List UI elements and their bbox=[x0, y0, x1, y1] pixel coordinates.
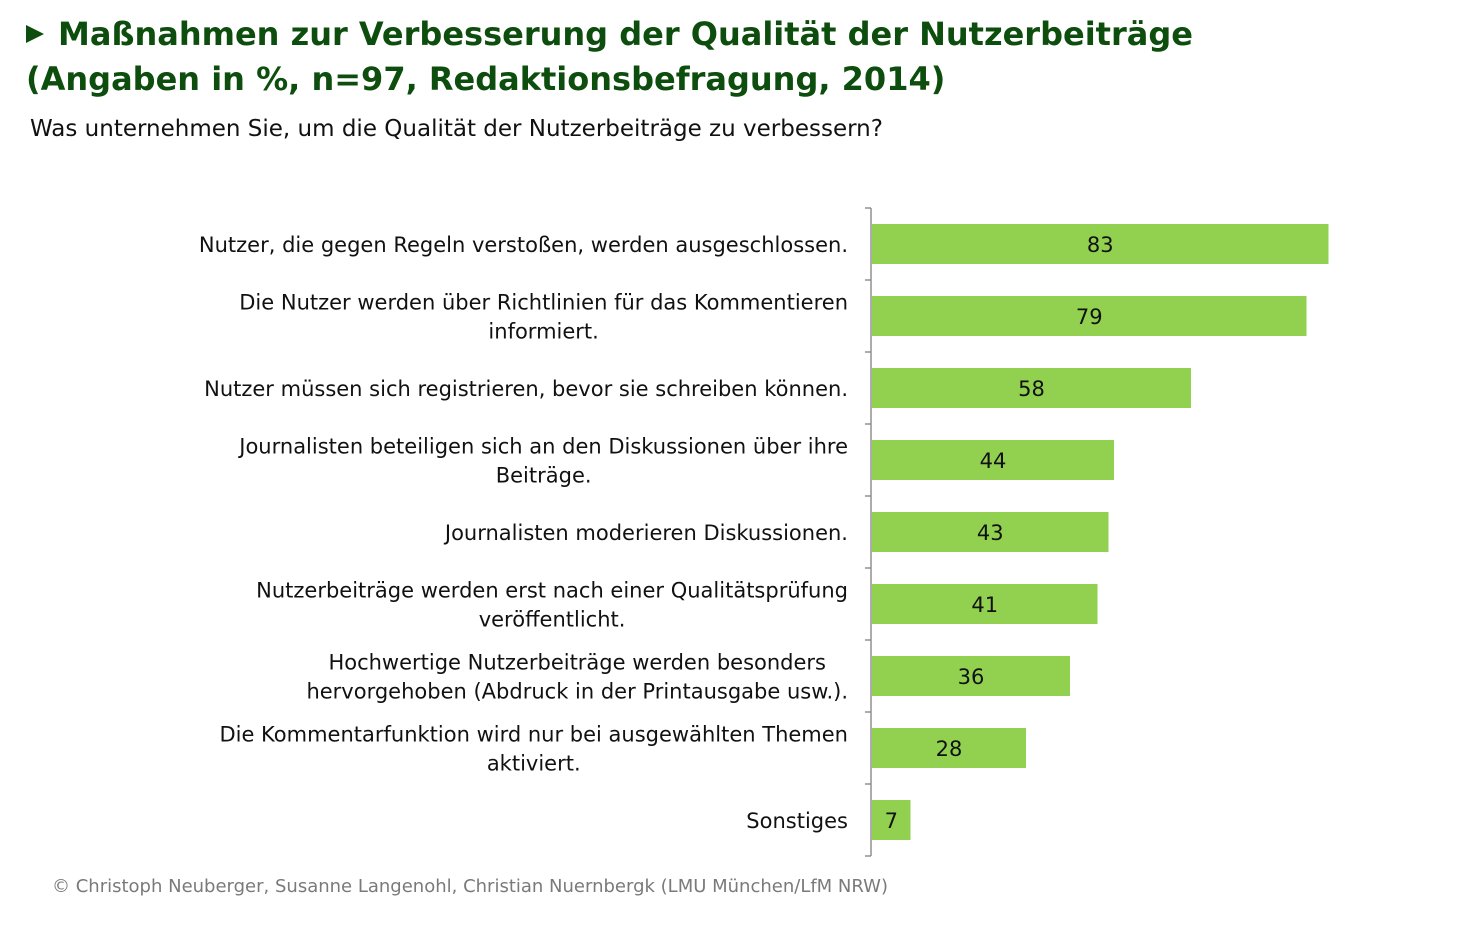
bar-value-label: 43 bbox=[977, 521, 1004, 545]
category-label-line: informiert. bbox=[488, 320, 598, 344]
category-label: Die Nutzer werden über Richtlinien für d… bbox=[239, 291, 848, 344]
copyright-footer: © Christoph Neuberger, Susanne Langenohl… bbox=[52, 876, 888, 897]
category-label: Nutzer müssen sich registrieren, bevor s… bbox=[204, 377, 848, 401]
category-label: Nutzer, die gegen Regeln verstoßen, werd… bbox=[199, 233, 848, 257]
category-label: Sonstiges bbox=[746, 809, 848, 833]
bar-value-label: 7 bbox=[885, 809, 898, 833]
bar bbox=[872, 440, 1114, 480]
category-label: Journalisten moderieren Diskussionen. bbox=[443, 521, 848, 545]
category-label-line: Nutzer müssen sich registrieren, bevor s… bbox=[204, 377, 848, 401]
bar bbox=[872, 296, 1307, 336]
category-label-line: Die Nutzer werden über Richtlinien für d… bbox=[239, 291, 848, 315]
bar bbox=[872, 800, 911, 840]
category-label-line: Journalisten beteiligen sich an den Disk… bbox=[237, 435, 848, 459]
category-label-line: veröffentlicht. bbox=[479, 608, 626, 632]
chart-title-text: Maßnahmen zur Verbesserung der Qualität … bbox=[58, 15, 1193, 53]
category-label-line: Die Kommentarfunktion wird nur bei ausge… bbox=[219, 723, 848, 747]
chart-value-labels: 83 79 58 44 43 41 36 28 7 bbox=[885, 233, 1114, 833]
category-label-line: aktiviert. bbox=[487, 752, 581, 776]
bar-value-label: 41 bbox=[971, 593, 998, 617]
category-label-line: hervorgehoben (Abdruck in der Printausga… bbox=[306, 680, 848, 704]
category-label: Nutzerbeiträge werden erst nach einer Qu… bbox=[256, 579, 848, 632]
category-label-line: Nutzer, die gegen Regeln verstoßen, werd… bbox=[199, 233, 848, 257]
category-label: Journalisten beteiligen sich an den Disk… bbox=[237, 435, 848, 488]
bar-value-label: 44 bbox=[980, 449, 1007, 473]
chart-axis bbox=[865, 207, 872, 857]
bar bbox=[872, 728, 1026, 768]
bar bbox=[872, 368, 1191, 408]
bar bbox=[872, 656, 1070, 696]
bar-value-label: 83 bbox=[1087, 233, 1114, 257]
chart-category-labels: Nutzer, die gegen Regeln verstoßen, werd… bbox=[199, 233, 848, 833]
chart-subtitle: Was unternehmen Sie, um die Qualität der… bbox=[30, 116, 883, 142]
category-label-line: Journalisten moderieren Diskussionen. bbox=[443, 521, 848, 545]
bar-value-label: 36 bbox=[958, 665, 985, 689]
bar-value-label: 58 bbox=[1018, 377, 1045, 401]
bar-value-label: 28 bbox=[936, 737, 963, 761]
category-label: Hochwertige Nutzerbeiträge werden besond… bbox=[306, 651, 848, 704]
chart-title-line-1: Maßnahmen zur Verbesserung der Qualität … bbox=[26, 15, 1193, 53]
bar bbox=[872, 224, 1329, 264]
category-label: Die Kommentarfunktion wird nur bei ausge… bbox=[219, 723, 848, 776]
bar bbox=[872, 584, 1098, 624]
category-label-line: Beiträge. bbox=[496, 464, 592, 488]
triangle-right-icon bbox=[26, 25, 44, 43]
bar-value-label: 79 bbox=[1076, 305, 1103, 329]
category-label-line: Hochwertige Nutzerbeiträge werden besond… bbox=[328, 651, 826, 675]
chart-bars bbox=[872, 224, 1329, 840]
category-label-line: Sonstiges bbox=[746, 809, 848, 833]
chart-title-line-2: (Angaben in %, n=97, Redaktionsbefragung… bbox=[26, 60, 946, 98]
bar bbox=[872, 512, 1109, 552]
category-label-line: Nutzerbeiträge werden erst nach einer Qu… bbox=[256, 579, 848, 603]
